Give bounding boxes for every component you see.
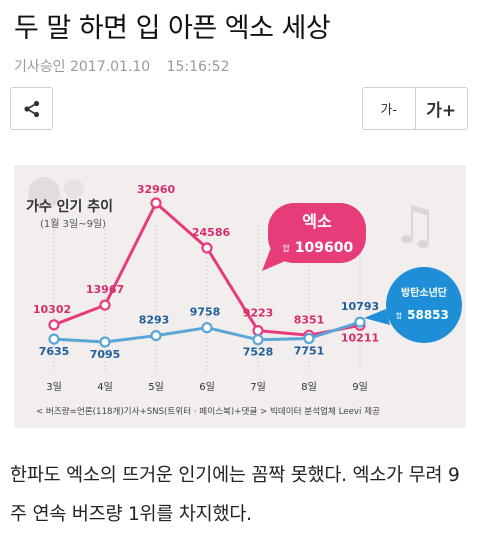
chart-footnote: < 버즈량=언론(118개)기사+SNS(트위터 · 페이스북)+댓글 > 빅데… (36, 405, 380, 417)
font-decrease-button[interactable]: 가- (363, 88, 416, 129)
bts-data-label: 7751 (294, 345, 325, 358)
bts-data-point (252, 334, 264, 346)
article-meta: 기사승인 2017.01.10 15:16:52 (14, 56, 230, 76)
music-note-icon: ♫ (392, 196, 439, 256)
x-tick-label: 8일 (301, 381, 317, 393)
exo-data-label: 10302 (33, 303, 71, 316)
exo-callout-total-label: 합 (282, 244, 290, 253)
exo-data-label: 13967 (86, 283, 124, 296)
exo-data-point (150, 197, 162, 209)
bts-callout-name: 방탄소년단 (401, 286, 448, 299)
bts-data-point (201, 322, 213, 334)
article-source: 기사승인 (14, 59, 66, 75)
x-tick-label: 6일 (199, 381, 215, 393)
article-time: 15:16:52 (166, 59, 230, 75)
chart-title: 가수 인기 추이 (26, 198, 113, 215)
x-tick-label: 5일 (148, 381, 164, 393)
exo-data-point (252, 325, 264, 337)
share-button[interactable] (10, 87, 53, 130)
chart-figure: ♫ 가수 인기 추이 (1월 3일~9일) 10302 13967 32960 245… (14, 165, 466, 428)
bts-data-label: 8293 (139, 314, 170, 327)
x-tick-label: 9일 (352, 381, 368, 393)
bts-data-label: 7528 (243, 346, 274, 359)
bts-data-point (150, 330, 162, 342)
x-tick-label: 7일 (250, 381, 266, 393)
chart-subtitle: (1월 3일~9일) (40, 218, 106, 230)
article-body: 한파도 엑소의 뜨거운 인기에는 꼼짝 못했다. 엑소가 무려 9주 연속 버즈… (10, 465, 460, 525)
article-headline: 두 말 하면 입 아픈 엑소 세상 (14, 13, 331, 44)
font-size-controls: 가- 가+ (362, 87, 468, 130)
bts-data-point (354, 316, 366, 328)
exo-data-label: 9223 (243, 307, 274, 320)
x-tick-label: 3일 (46, 381, 62, 393)
decorative-circle (64, 179, 84, 199)
exo-data-label: 24586 (192, 226, 231, 239)
exo-data-label: 10211 (341, 331, 379, 344)
bts-data-label: 7635 (39, 345, 70, 358)
bts-data-label: 9758 (190, 306, 221, 319)
exo-data-label: 32960 (137, 183, 176, 196)
bts-data-point (99, 336, 111, 348)
decorative-circle (28, 177, 60, 209)
bts-data-label: 7095 (90, 348, 121, 361)
exo-data-point (99, 299, 111, 311)
x-tick-label: 4일 (97, 381, 113, 393)
bts-data-point (48, 333, 60, 345)
popularity-line-chart: ♫ 가수 인기 추이 (1월 3일~9일) 10302 13967 32960 245… (14, 165, 466, 428)
font-increase-button[interactable]: 가+ (426, 101, 457, 121)
bts-callout-total: 58853 (407, 308, 449, 322)
exo-callout: 엑소 합 109600 (262, 203, 366, 271)
bts-callout: 방탄소년단 합 58853 (364, 267, 462, 343)
exo-callout-total: 109600 (295, 240, 354, 256)
bts-data-label: 10793 (341, 300, 379, 313)
article-date: 2017.01.10 (69, 59, 151, 75)
exo-data-point (48, 319, 60, 331)
bts-data-point (303, 332, 315, 345)
exo-data-point (201, 242, 213, 254)
exo-data-label: 8351 (294, 313, 325, 326)
bts-callout-total-label: 합 (396, 311, 403, 320)
exo-callout-name: 엑소 (302, 212, 332, 231)
share-icon (23, 100, 39, 117)
